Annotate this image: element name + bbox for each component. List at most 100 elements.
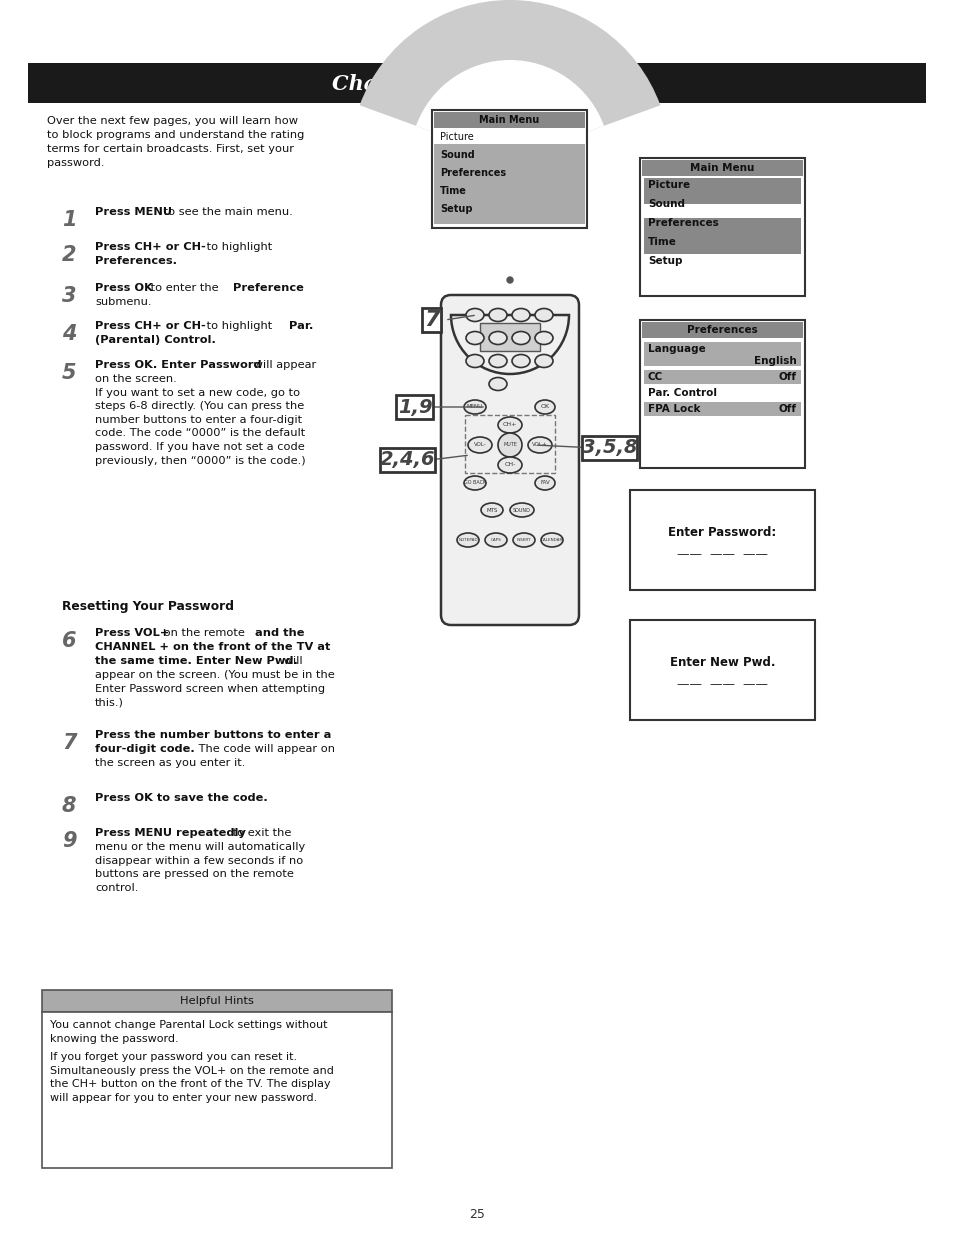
- Text: Preference: Preference: [233, 283, 304, 293]
- Text: 3: 3: [62, 287, 76, 306]
- Text: Time: Time: [647, 237, 677, 247]
- Ellipse shape: [535, 309, 553, 321]
- Text: 2,4,6: 2,4,6: [380, 451, 436, 469]
- Text: GO BACK: GO BACK: [463, 480, 486, 485]
- Wedge shape: [359, 0, 659, 161]
- Ellipse shape: [497, 457, 521, 473]
- Ellipse shape: [465, 331, 483, 345]
- Text: to exit the: to exit the: [229, 827, 291, 839]
- Text: Changing Your Password: Changing Your Password: [332, 74, 621, 94]
- Text: Press OK. Enter Password: Press OK. Enter Password: [95, 359, 261, 370]
- Text: Press MENU repeatedly: Press MENU repeatedly: [95, 827, 246, 839]
- Text: on the remote: on the remote: [160, 629, 248, 638]
- Bar: [380, 448, 435, 472]
- Text: 6: 6: [62, 631, 76, 651]
- Text: Sound: Sound: [439, 149, 475, 161]
- Text: CHANNEL + on the front of the TV at: CHANNEL + on the front of the TV at: [95, 642, 330, 652]
- Text: VOL-: VOL-: [473, 442, 486, 447]
- Text: 5: 5: [62, 363, 76, 383]
- Ellipse shape: [535, 475, 555, 490]
- Ellipse shape: [512, 309, 530, 321]
- Text: menu or the menu will automatically
disappear within a few seconds if no
buttons: menu or the menu will automatically disa…: [95, 842, 305, 893]
- Bar: [28, 63, 925, 103]
- Text: Par.: Par.: [289, 321, 313, 331]
- Text: FAV: FAV: [539, 480, 549, 485]
- Text: Main Menu: Main Menu: [478, 115, 539, 125]
- Text: Enter New Pwd.: Enter New Pwd.: [669, 656, 775, 668]
- Text: Off: Off: [779, 404, 796, 414]
- FancyBboxPatch shape: [629, 490, 814, 590]
- Text: MUTE: MUTE: [502, 442, 517, 447]
- Ellipse shape: [465, 354, 483, 368]
- FancyBboxPatch shape: [432, 110, 586, 228]
- Text: Enter Password:: Enter Password:: [668, 526, 776, 538]
- Text: Press the number buttons to enter a: Press the number buttons to enter a: [95, 730, 331, 740]
- Text: Picture: Picture: [439, 132, 474, 142]
- Bar: [582, 436, 637, 459]
- Bar: [641, 322, 802, 338]
- Circle shape: [497, 433, 521, 457]
- FancyBboxPatch shape: [639, 158, 804, 296]
- Text: If you forget your password you can reset it.
Simultaneously press the VOL+ on t: If you forget your password you can rese…: [50, 1052, 334, 1103]
- Text: Helpful Hints: Helpful Hints: [180, 995, 253, 1007]
- FancyBboxPatch shape: [440, 295, 578, 625]
- Text: MTS: MTS: [486, 508, 497, 513]
- Text: Preferences: Preferences: [647, 219, 718, 228]
- Bar: [42, 990, 392, 1011]
- Text: Press CH+ or CH-: Press CH+ or CH-: [95, 321, 206, 331]
- Text: appear on the screen. (You must be in the
Enter Password screen when attempting
: appear on the screen. (You must be in th…: [95, 671, 335, 708]
- Ellipse shape: [480, 503, 502, 517]
- Text: 3,5,8: 3,5,8: [581, 438, 638, 457]
- Bar: [396, 395, 433, 419]
- Bar: [434, 130, 584, 144]
- Ellipse shape: [535, 331, 553, 345]
- Text: Main Menu: Main Menu: [690, 163, 754, 173]
- Text: CC: CC: [647, 372, 662, 382]
- Text: VOL+: VOL+: [532, 442, 547, 447]
- Wedge shape: [416, 61, 603, 161]
- Bar: [434, 112, 584, 128]
- Bar: [464, 415, 555, 473]
- Text: 25: 25: [469, 1209, 484, 1221]
- Text: to highlight: to highlight: [203, 321, 275, 331]
- Text: CH+: CH+: [502, 422, 517, 427]
- Text: You cannot change Parental Lock settings without
knowing the password.: You cannot change Parental Lock settings…: [50, 1020, 327, 1044]
- Text: MENU: MENU: [466, 405, 482, 410]
- Text: Press VOL+: Press VOL+: [95, 629, 170, 638]
- Text: 7: 7: [62, 734, 76, 753]
- Text: Setup: Setup: [439, 204, 472, 214]
- Ellipse shape: [510, 503, 534, 517]
- FancyBboxPatch shape: [629, 620, 814, 720]
- Text: Preferences: Preferences: [439, 168, 506, 178]
- Text: to enter the: to enter the: [147, 283, 222, 293]
- Text: will appear: will appear: [250, 359, 315, 370]
- Text: Picture: Picture: [647, 180, 689, 190]
- Text: will: will: [280, 656, 302, 666]
- Text: The code will appear on: The code will appear on: [194, 743, 335, 755]
- Bar: [643, 342, 801, 366]
- Ellipse shape: [489, 378, 506, 390]
- Text: submenu.: submenu.: [95, 296, 152, 308]
- Text: English: English: [754, 356, 796, 366]
- Ellipse shape: [456, 534, 478, 547]
- Text: on the screen.
If you want to set a new code, go to
steps 6-8 directly. (You can: on the screen. If you want to set a new …: [95, 374, 305, 466]
- Bar: [434, 130, 584, 224]
- FancyBboxPatch shape: [639, 320, 804, 468]
- Text: and the: and the: [254, 629, 304, 638]
- Text: Off: Off: [779, 372, 796, 382]
- Text: Time: Time: [439, 186, 466, 196]
- Text: Press OK: Press OK: [95, 283, 152, 293]
- Wedge shape: [451, 315, 568, 374]
- Bar: [643, 403, 801, 416]
- Text: to see the main menu.: to see the main menu.: [160, 207, 293, 217]
- Bar: [479, 324, 539, 351]
- Text: Press OK to save the code.: Press OK to save the code.: [95, 793, 268, 803]
- Ellipse shape: [497, 417, 521, 433]
- Text: Over the next few pages, you will learn how
to block programs and understand the: Over the next few pages, you will learn …: [47, 116, 304, 168]
- Text: SOUND: SOUND: [513, 508, 531, 513]
- Text: Press MENU: Press MENU: [95, 207, 172, 217]
- Circle shape: [506, 277, 513, 283]
- Ellipse shape: [484, 534, 506, 547]
- Ellipse shape: [512, 354, 530, 368]
- Text: 1: 1: [62, 210, 76, 230]
